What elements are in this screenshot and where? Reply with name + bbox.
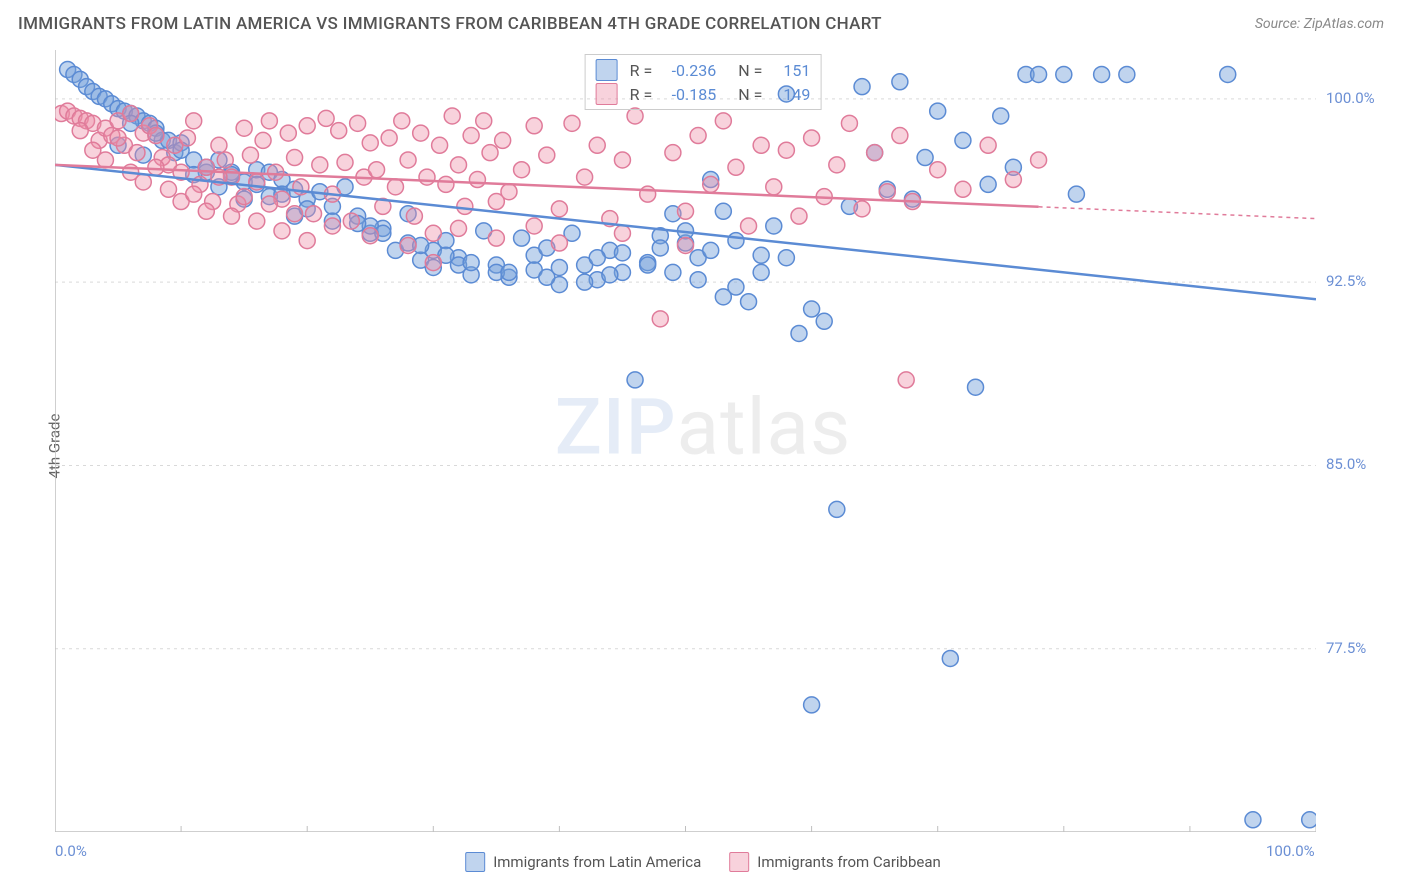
n-label: N = — [738, 61, 762, 80]
source-credit: Source: ZipAtlas.com — [1255, 16, 1384, 32]
source-prefix: Source: — [1255, 16, 1304, 32]
correlation-legend-row: R = -0.185 N = 149 — [596, 82, 811, 106]
legend-swatch-icon — [729, 852, 749, 872]
scatter-plot — [55, 50, 1316, 832]
legend-swatch-icon — [596, 83, 618, 105]
series-legend-item: Immigrants from Caribbean — [729, 852, 941, 872]
y-tick-label: 85.0% — [1326, 455, 1396, 473]
r-value: -0.185 — [660, 85, 716, 104]
y-tick-label: 92.5% — [1326, 272, 1396, 290]
source-link[interactable]: ZipAtlas.com — [1304, 16, 1384, 32]
series-legend: Immigrants from Latin America Immigrants… — [465, 852, 941, 872]
r-label: R = — [630, 85, 653, 104]
r-label: R = — [630, 61, 653, 80]
series-legend-label: Immigrants from Caribbean — [757, 853, 941, 871]
chart-title: IMMIGRANTS FROM LATIN AMERICA VS IMMIGRA… — [18, 14, 882, 34]
chart-area: 77.5%85.0%92.5%100.0% 0.0%100.0% — [55, 50, 1316, 832]
legend-swatch-icon — [596, 59, 618, 81]
y-tick-label: 77.5% — [1326, 639, 1396, 657]
series-legend-label: Immigrants from Latin America — [493, 853, 701, 871]
r-value: -0.236 — [660, 61, 716, 80]
n-value: 149 — [770, 85, 810, 104]
x-tick-label: 100.0% — [1266, 842, 1315, 860]
correlation-legend-row: R = -0.236 N = 151 — [596, 58, 811, 82]
n-label: N = — [738, 85, 762, 104]
n-value: 151 — [770, 61, 810, 80]
y-tick-label: 100.0% — [1326, 89, 1396, 107]
series-legend-item: Immigrants from Latin America — [465, 852, 701, 872]
legend-swatch-icon — [465, 852, 485, 872]
x-tick-label: 0.0% — [55, 842, 87, 860]
correlation-legend: R = -0.236 N = 151 R = -0.185 N = 149 — [585, 54, 822, 110]
